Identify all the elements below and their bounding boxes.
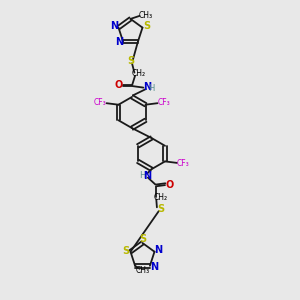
Text: S: S <box>127 56 134 66</box>
Text: H: H <box>140 171 146 180</box>
Text: S: S <box>139 234 146 244</box>
Text: N: N <box>154 245 163 255</box>
Text: CH₂: CH₂ <box>131 69 146 78</box>
Text: N: N <box>115 37 123 47</box>
Text: CF₃: CF₃ <box>94 98 106 107</box>
Text: H: H <box>148 84 155 93</box>
Text: CH₃: CH₃ <box>138 11 153 20</box>
Text: N: N <box>110 21 118 32</box>
Text: N: N <box>143 171 151 181</box>
Text: CF₃: CF₃ <box>158 98 170 107</box>
Text: CH₃: CH₃ <box>136 266 150 275</box>
Text: S: S <box>157 204 164 214</box>
Text: O: O <box>114 80 122 91</box>
Text: S: S <box>122 246 129 256</box>
Text: N: N <box>150 262 158 272</box>
Text: S: S <box>144 21 151 32</box>
Text: CF₃: CF₃ <box>177 159 190 168</box>
Text: O: O <box>166 179 174 190</box>
Text: CH₂: CH₂ <box>153 193 168 202</box>
Text: N: N <box>143 82 151 92</box>
